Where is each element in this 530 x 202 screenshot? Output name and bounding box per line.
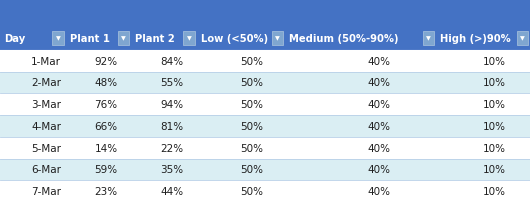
Text: 6-Mar: 6-Mar: [31, 165, 61, 175]
Text: 50%: 50%: [240, 143, 263, 153]
Text: 10%: 10%: [483, 56, 506, 66]
Text: Low (<50%): Low (<50%): [201, 34, 268, 44]
Bar: [423, 32, 435, 46]
Text: 22%: 22%: [160, 143, 183, 153]
Text: 76%: 76%: [95, 100, 118, 109]
Text: 50%: 50%: [240, 186, 263, 196]
Bar: [0, 0, 530, 27]
Bar: [517, 32, 528, 46]
Text: Day: Day: [4, 34, 25, 44]
Text: 10%: 10%: [483, 143, 506, 153]
Text: 40%: 40%: [367, 186, 390, 196]
Text: 5-Mar: 5-Mar: [31, 143, 61, 153]
Text: ▼: ▼: [187, 36, 191, 41]
Bar: [0, 159, 530, 180]
Text: 10%: 10%: [483, 121, 506, 131]
Text: 10%: 10%: [483, 165, 506, 175]
Text: 59%: 59%: [95, 165, 118, 175]
Text: 2-Mar: 2-Mar: [31, 78, 61, 88]
Bar: [0, 137, 530, 159]
Text: 50%: 50%: [240, 78, 263, 88]
Bar: [52, 32, 64, 46]
Text: ▼: ▼: [56, 36, 60, 41]
Text: 40%: 40%: [367, 121, 390, 131]
Text: 23%: 23%: [95, 186, 118, 196]
Text: 84%: 84%: [160, 56, 183, 66]
Bar: [272, 32, 284, 46]
Text: ▼: ▼: [520, 36, 525, 41]
Text: 40%: 40%: [367, 78, 390, 88]
Text: 81%: 81%: [160, 121, 183, 131]
Bar: [0, 94, 530, 115]
Text: Plant 2: Plant 2: [135, 34, 175, 44]
Text: 10%: 10%: [483, 186, 506, 196]
Bar: [0, 27, 530, 50]
Text: 40%: 40%: [367, 143, 390, 153]
Bar: [0, 50, 530, 72]
Text: ▼: ▼: [121, 36, 126, 41]
Text: 50%: 50%: [240, 121, 263, 131]
Text: 40%: 40%: [367, 56, 390, 66]
Text: 44%: 44%: [160, 186, 183, 196]
Text: 40%: 40%: [367, 165, 390, 175]
Text: 66%: 66%: [95, 121, 118, 131]
Bar: [0, 115, 530, 137]
Text: 1-Mar: 1-Mar: [31, 56, 61, 66]
Text: 92%: 92%: [95, 56, 118, 66]
Text: Plant 1: Plant 1: [70, 34, 110, 44]
Bar: [118, 32, 129, 46]
Text: 50%: 50%: [240, 165, 263, 175]
Bar: [183, 32, 195, 46]
Bar: [0, 180, 530, 202]
Text: 10%: 10%: [483, 100, 506, 109]
Text: 55%: 55%: [160, 78, 183, 88]
Text: 10%: 10%: [483, 78, 506, 88]
Text: ▼: ▼: [426, 36, 431, 41]
Bar: [0, 72, 530, 94]
Text: 14%: 14%: [95, 143, 118, 153]
Text: 50%: 50%: [240, 56, 263, 66]
Text: High (>)90%: High (>)90%: [440, 34, 511, 44]
Text: 48%: 48%: [95, 78, 118, 88]
Text: Medium (50%-90%): Medium (50%-90%): [289, 34, 399, 44]
Text: 94%: 94%: [160, 100, 183, 109]
Text: 4-Mar: 4-Mar: [31, 121, 61, 131]
Text: 7-Mar: 7-Mar: [31, 186, 61, 196]
Text: 40%: 40%: [367, 100, 390, 109]
Text: ▼: ▼: [275, 36, 280, 41]
Text: 35%: 35%: [160, 165, 183, 175]
Text: 3-Mar: 3-Mar: [31, 100, 61, 109]
Text: 50%: 50%: [240, 100, 263, 109]
